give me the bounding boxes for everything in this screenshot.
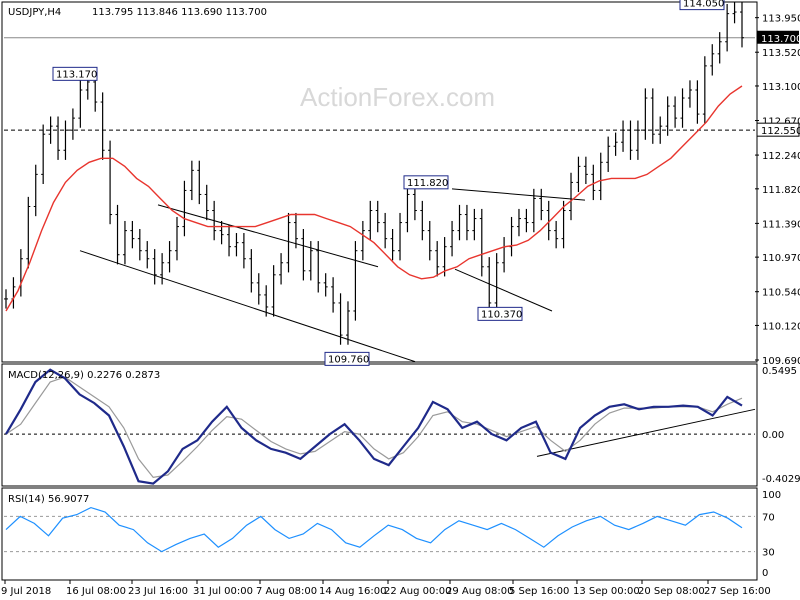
x-axis-tick-label: 14 Aug 16:00 bbox=[319, 586, 386, 597]
macd-title: MACD(12,26,9) 0.2276 0.2873 bbox=[8, 370, 160, 381]
price-axis-tick-label: 112.670 bbox=[762, 117, 800, 128]
annotation-box bbox=[477, 306, 523, 321]
rsi-layer: RSI(14) 56.9077 bbox=[4, 494, 755, 553]
annotation-box bbox=[403, 175, 449, 190]
x-axis-tick-label: 13 Sep 00:00 bbox=[573, 586, 640, 597]
price-axis-tick-label: 111.390 bbox=[762, 219, 800, 230]
price-axis-tick-label: 109.690 bbox=[762, 356, 800, 367]
current-price-badge bbox=[757, 30, 799, 44]
macd-panel-frame bbox=[1, 363, 758, 487]
annotation-box bbox=[679, 0, 725, 11]
rsi-axis-tick-label: 70 bbox=[762, 512, 775, 523]
price-axis-tick-label: 113.520 bbox=[762, 48, 800, 59]
price-axis-tick-label: 110.540 bbox=[762, 288, 800, 299]
ohlc-values: 113.795 113.846 113.690 113.700 bbox=[92, 7, 267, 18]
price-panel-frame bbox=[1, 1, 758, 363]
rsi-title: RSI(14) 56.9077 bbox=[8, 494, 89, 505]
symbol-title: USDJPY,H4 bbox=[8, 7, 61, 18]
rsi-axis-tick-label: 0 bbox=[762, 568, 768, 579]
level-badge bbox=[756, 122, 800, 137]
x-axis-tick-label: 23 Jul 16:00 bbox=[128, 586, 188, 597]
labels-layer: 113.170 111.820 110.370 109.760 114.050 bbox=[52, 0, 725, 366]
macd-layer: MACD(12,26,9) 0.2276 0.2873 bbox=[4, 368, 756, 485]
annotation-label: 109.760 bbox=[328, 354, 369, 365]
macd-line bbox=[5, 368, 743, 485]
annotation-box bbox=[52, 66, 98, 81]
x-axis-tick-label: 9 Jul 2018 bbox=[1, 586, 51, 597]
annotation-label: 111.820 bbox=[407, 178, 448, 189]
macd-axis-tick-label: 0.5495 bbox=[762, 366, 797, 377]
macd-axis-tick-label: 0.00 bbox=[762, 430, 784, 441]
price-axis-tick-label: 110.120 bbox=[762, 321, 800, 332]
annotation-label: 110.370 bbox=[481, 309, 522, 320]
axes-layer: 113.950 113.520 113.100 112.670 112.240 111.8… bbox=[1, 14, 800, 597]
x-axis-tick-label: 31 Jul 00:00 bbox=[193, 586, 253, 597]
x-axis-tick-label: 7 Aug 08:00 bbox=[256, 586, 317, 597]
rsi-panel-frame bbox=[1, 487, 758, 581]
annotation-label: 114.050 bbox=[683, 0, 724, 10]
macd-trendline bbox=[536, 408, 756, 457]
price-axis-tick-label: 113.100 bbox=[762, 82, 800, 93]
rsi-axis-tick-label: 30 bbox=[762, 548, 775, 559]
price-axis-tick-label: 110.970 bbox=[762, 253, 800, 264]
price-axis-tick-label: 113.950 bbox=[762, 14, 800, 25]
current-price-label: 113.700 bbox=[761, 34, 800, 45]
level-label: 112.550 bbox=[761, 126, 800, 137]
x-axis-tick-label: 29 Aug 08:00 bbox=[446, 586, 513, 597]
rsi-axis-tick-label: 100 bbox=[762, 490, 781, 501]
x-axis-tick-label: 27 Sep 16:00 bbox=[704, 586, 771, 597]
rsi-line bbox=[5, 506, 743, 553]
flag-lower-trendline bbox=[454, 268, 553, 312]
x-axis-tick-label: 22 Aug 00:00 bbox=[384, 586, 451, 597]
price-axis-tick-label: 112.240 bbox=[762, 151, 800, 162]
macd-signal-line bbox=[5, 376, 743, 479]
price-layer bbox=[4, 2, 755, 363]
flag-upper-trendline bbox=[451, 188, 586, 201]
macd-axis-tick-label: -0.4029 bbox=[762, 474, 800, 485]
annotation-label: 113.170 bbox=[56, 69, 97, 80]
moving-average-line bbox=[5, 85, 743, 312]
x-axis-tick-label: 5 Sep 16:00 bbox=[509, 586, 569, 597]
channel-upper-trendline bbox=[157, 204, 379, 268]
x-axis-tick-label: 16 Jul 08:00 bbox=[66, 586, 126, 597]
annotation-box bbox=[324, 351, 370, 366]
x-axis-tick-label: 20 Sep 08:00 bbox=[638, 586, 705, 597]
watermark: ActionForex.com bbox=[300, 82, 495, 112]
channel-lower-trendline bbox=[79, 250, 416, 363]
price-axis-tick-label: 111.820 bbox=[762, 185, 800, 196]
